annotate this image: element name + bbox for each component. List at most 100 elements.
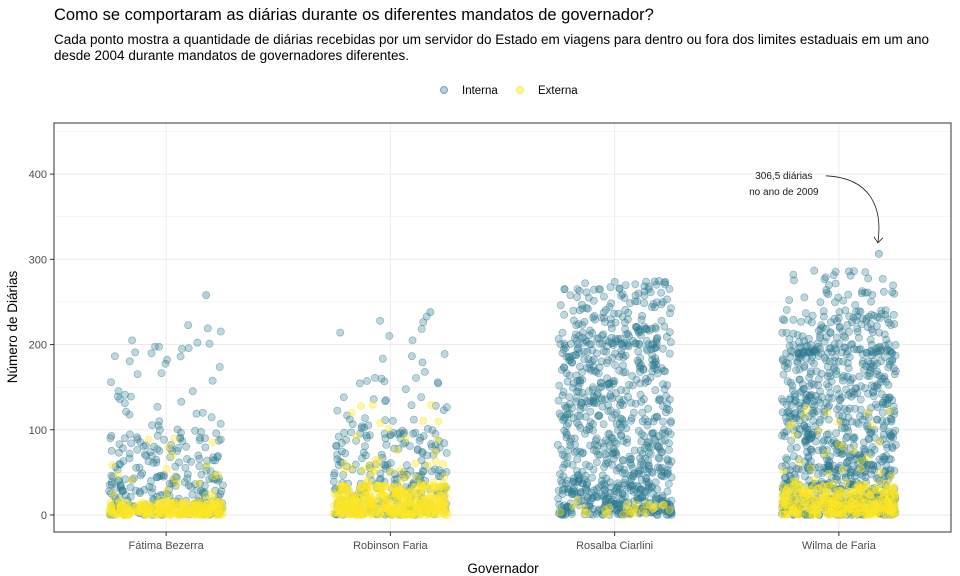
data-point [824, 382, 833, 391]
data-point [621, 305, 630, 314]
data-point [159, 472, 168, 481]
data-point [562, 352, 571, 361]
data-point [128, 336, 136, 345]
data-point [192, 409, 201, 418]
data-point [779, 370, 788, 379]
data-point [887, 472, 895, 480]
data-point [140, 503, 149, 512]
data-point [873, 505, 882, 514]
data-point [801, 428, 810, 436]
data-point [107, 431, 116, 440]
data-point [427, 401, 436, 409]
data-point [147, 477, 155, 485]
data-point [203, 502, 212, 511]
data-point [125, 454, 134, 463]
data-point [622, 330, 631, 339]
data-point [376, 316, 384, 325]
data-point [193, 338, 202, 347]
data-point [637, 361, 646, 369]
data-point [352, 436, 360, 445]
data-point [604, 449, 613, 457]
data-point [155, 342, 163, 351]
data-point [856, 345, 865, 353]
data-point [340, 428, 348, 437]
data-point [891, 441, 900, 449]
data-point [155, 447, 164, 455]
data-point [856, 307, 865, 316]
data-point [173, 425, 182, 434]
data-point [582, 460, 590, 469]
data-point [833, 333, 841, 342]
data-point [842, 478, 850, 487]
data-point [393, 446, 402, 455]
data-point [784, 407, 793, 416]
data-point [606, 489, 615, 497]
data-point [604, 458, 612, 467]
data-point [131, 348, 140, 357]
data-point [794, 465, 803, 473]
data-point [663, 295, 671, 304]
data-point [414, 488, 422, 497]
data-point [153, 492, 161, 501]
data-point [804, 452, 813, 461]
data-point [580, 347, 588, 356]
highlight-point [426, 308, 435, 317]
data-point [807, 357, 816, 365]
data-point [371, 456, 379, 465]
data-point [612, 439, 621, 448]
data-point [823, 362, 832, 371]
data-point [433, 378, 442, 387]
data-point [381, 464, 390, 473]
data-point [641, 454, 649, 463]
data-point [368, 400, 377, 409]
data-point [361, 414, 369, 422]
data-point [564, 484, 572, 493]
data-point [578, 320, 587, 329]
data-point [861, 504, 870, 513]
data-point [810, 475, 818, 484]
data-point [357, 497, 366, 506]
data-point [648, 340, 656, 349]
data-point [437, 491, 446, 500]
data-point [867, 297, 875, 306]
y-tick-label: 300 [29, 254, 47, 266]
data-point [823, 510, 832, 519]
data-point [333, 406, 342, 415]
data-point [376, 475, 384, 484]
data-point [842, 385, 850, 394]
data-point [661, 367, 669, 376]
data-point [782, 306, 791, 314]
data-point [861, 487, 870, 496]
data-point [391, 491, 400, 500]
data-point [794, 495, 803, 503]
data-point [839, 442, 848, 451]
data-point [173, 447, 181, 455]
data-point [588, 385, 597, 394]
data-point [156, 495, 165, 504]
data-point [660, 385, 669, 394]
data-point [115, 460, 124, 469]
data-point [172, 473, 181, 482]
data-point [386, 459, 395, 468]
data-point [844, 364, 853, 373]
data-point [621, 368, 630, 377]
data-point [784, 505, 792, 514]
data-point [814, 484, 822, 493]
data-point [209, 456, 217, 465]
data-point [432, 446, 441, 455]
data-point [442, 449, 451, 457]
data-point [136, 471, 145, 480]
data-point [785, 296, 794, 304]
data-point [818, 393, 826, 401]
data-point [872, 382, 881, 390]
data-point [416, 434, 425, 442]
data-point [594, 369, 603, 378]
data-point [155, 425, 164, 434]
data-point [188, 490, 197, 499]
data-point [863, 453, 872, 462]
data-point [637, 315, 646, 324]
data-point [644, 478, 653, 487]
data-point [439, 460, 447, 468]
x-tick-label: Rosalba Ciarlini [576, 540, 653, 552]
